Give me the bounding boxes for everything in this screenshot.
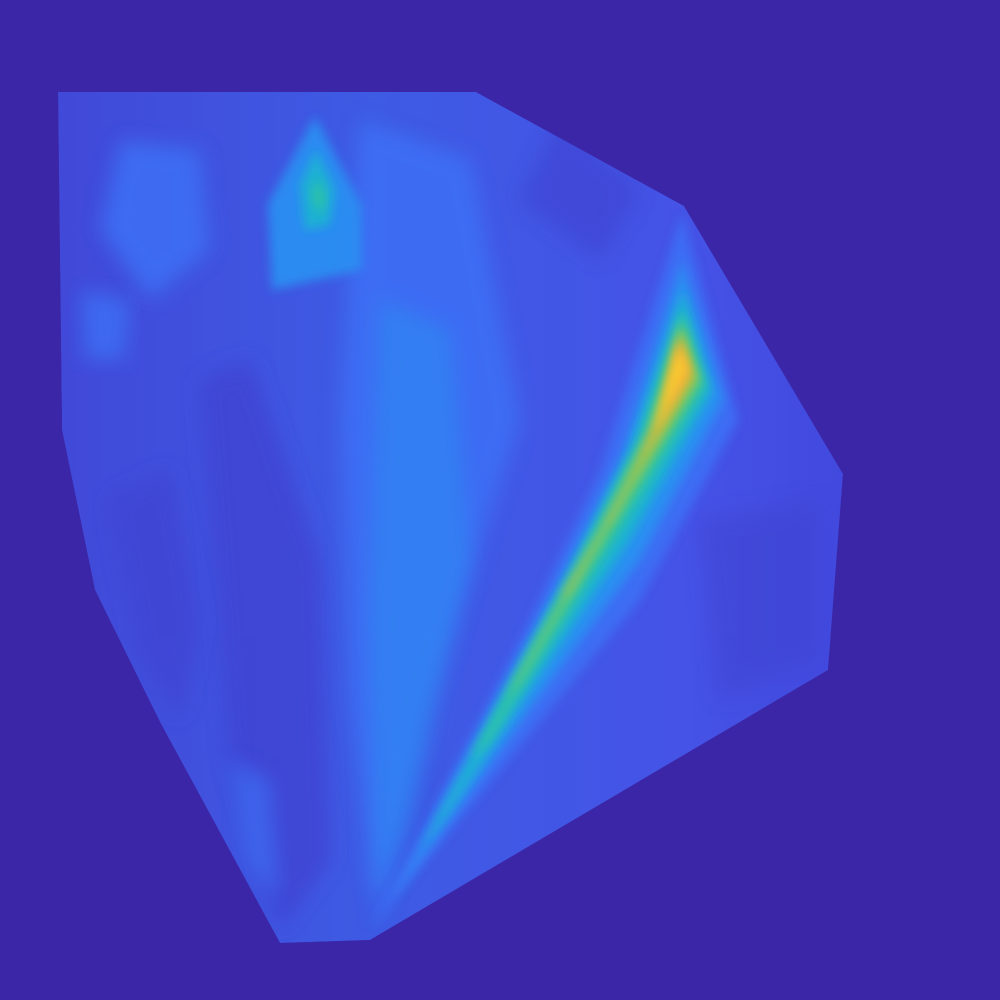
low-band-right [700, 500, 820, 700]
low-band-top-right [520, 120, 640, 260]
bump-left [80, 290, 130, 360]
low-band-far-left [110, 470, 200, 720]
bump-top-left [100, 140, 210, 300]
peak-streak-level-4 [470, 310, 706, 760]
ridge-center-core [370, 300, 470, 900]
heatmap-region [58, 92, 843, 943]
spot-top-core [311, 178, 326, 215]
bump-bottom-left [230, 760, 280, 900]
peak-streak-level-3 [420, 290, 712, 850]
peak-streak-level-8 [652, 348, 686, 432]
low-band-left [200, 360, 330, 930]
